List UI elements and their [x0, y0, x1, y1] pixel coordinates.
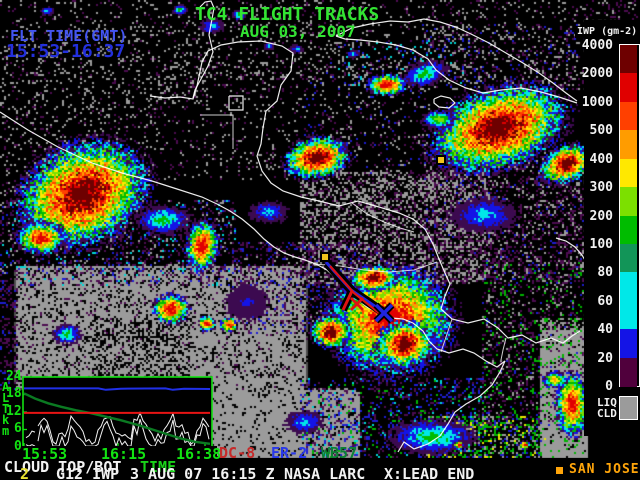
station-name: SAN JOSE — [569, 462, 640, 477]
colorbar-segment — [620, 215, 637, 245]
page-title: TC4 FLIGHT TRACKS — [195, 4, 380, 25]
colorbar-segment — [620, 45, 637, 74]
country-border — [351, 202, 415, 233]
product-label: G12 IWP — [56, 465, 120, 480]
colorbar-tick-40: 40 — [597, 322, 613, 338]
colorbar-tick-500: 500 — [589, 123, 613, 139]
legend-dc-8: DC-8 — [219, 444, 256, 462]
plot-ytick-24: 24 — [6, 369, 22, 384]
colorbar-segment — [620, 158, 637, 188]
colorbar-title: IWP (gm-2) — [575, 26, 640, 38]
dc8-track — [329, 265, 380, 314]
san-jose-marker — [320, 252, 330, 262]
coastline — [555, 237, 587, 263]
coastline — [149, 40, 581, 344]
wb57-altitude-line — [23, 392, 211, 445]
liq-label: LIQ — [597, 396, 617, 409]
dc8-lead-end-x — [350, 297, 364, 311]
colorbar-segment — [620, 73, 637, 103]
colorbar-segment — [620, 272, 637, 302]
date-label: AUG 03, 2007 — [240, 22, 356, 41]
cld-label: CLD — [597, 407, 617, 420]
colorbar-tick-400: 400 — [589, 151, 613, 167]
dc8-track — [341, 290, 354, 311]
cloud-topbot-label: CLOUD TOP/BOT — [4, 458, 122, 476]
liquid-cloud-swatch — [619, 396, 638, 420]
colorbar-segment — [620, 243, 637, 273]
lead-end-note: X:LEAD END — [384, 465, 475, 480]
colorbar-tick-100: 100 — [589, 236, 613, 252]
plot-ytick-12: 12 — [6, 404, 22, 419]
plot-ylabel-letter: A — [2, 380, 10, 394]
country-border — [440, 318, 453, 353]
colorbar-tick-1000: 1000 — [581, 94, 613, 110]
colorbar-segment — [620, 101, 637, 131]
coastline — [335, 18, 578, 102]
colorbar-segment — [620, 357, 637, 387]
colorbar-tick-0: 0 — [605, 379, 613, 394]
coastline — [335, 35, 578, 104]
coastline — [192, 0, 215, 99]
country-border — [200, 114, 234, 149]
plot-ytick-6: 6 — [14, 421, 22, 436]
time-label: TIME — [140, 458, 177, 476]
colorbar-tick-200: 200 — [589, 208, 613, 224]
legend-wb57: WB57 — [321, 444, 358, 462]
colorbar-segment — [620, 300, 637, 330]
datetime-label: 3 AUG 07 16:15 Z — [130, 465, 275, 480]
cloud-bottom-trace — [25, 419, 210, 448]
coastline — [228, 95, 244, 111]
flight-time-label: FLT TIME(GMT) — [10, 27, 128, 45]
station-square-icon — [556, 467, 563, 474]
plot-xtick-1638: 16:38 — [176, 445, 222, 463]
plot-ylabel-letter: T — [2, 402, 10, 416]
colorbar-tick-2000: 2000 — [581, 66, 613, 82]
plot-ytick-18: 18 — [6, 386, 22, 401]
colorbar-segment — [620, 187, 637, 216]
plot-ytick-0: 0 — [14, 439, 22, 454]
colorbar-tick-80: 80 — [597, 265, 613, 281]
source-label: NASA LARC — [284, 465, 366, 480]
san-jose-marker — [436, 155, 446, 165]
country-border — [312, 261, 438, 273]
colorbar-tick-20: 20 — [597, 350, 613, 366]
er2-lead-end-x — [374, 303, 394, 323]
flight-time-value: 15:53-16:37 — [6, 41, 126, 62]
plot-xtick-1553: 15:53 — [22, 445, 68, 463]
cloud-top-trace — [25, 411, 210, 445]
colorbar-tick-60: 60 — [597, 293, 613, 309]
colorbar-segment — [620, 130, 637, 160]
axis-strip — [0, 446, 217, 458]
coastline — [433, 95, 456, 109]
colorbar-tick-4000: 4000 — [581, 38, 613, 53]
country-border — [500, 337, 507, 361]
plot-ylabel-letter: m — [2, 424, 10, 438]
status-bar — [0, 458, 640, 480]
er2-altitude-line — [24, 387, 211, 391]
plot-ylabel-letter: k — [2, 413, 10, 427]
plot-ylabel-letter: L — [2, 391, 10, 405]
colorbar-segment — [620, 329, 637, 359]
frame-number: 2 — [20, 465, 30, 480]
colorbar-tick-300: 300 — [589, 180, 613, 196]
legend-er-2: ER-2 — [271, 444, 308, 462]
plot-xtick-1615: 16:15 — [101, 445, 147, 463]
